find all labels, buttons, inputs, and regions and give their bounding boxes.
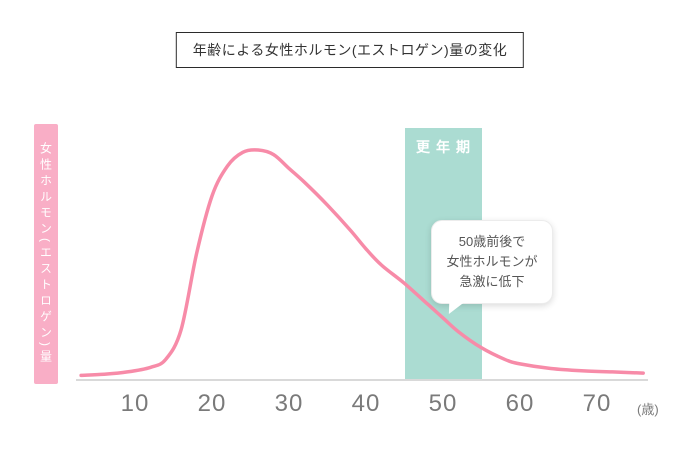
x-axis-line (76, 379, 648, 381)
x-axis-unit: (歳) (637, 402, 659, 417)
callout-line-3: 急激に低下 (459, 274, 525, 290)
x-tick-label: 60 (505, 390, 535, 417)
x-tick-label: 40 (351, 390, 381, 417)
y-axis-label: 女性ホルモン(エストロゲン)量 (34, 124, 58, 384)
x-tick-label: 30 (274, 390, 304, 417)
estrogen-curve-path (79, 148, 645, 378)
callout-line-2: 女性ホルモンが (446, 254, 538, 270)
callout-tail (446, 300, 465, 317)
x-tick-label: 10 (120, 390, 150, 417)
x-tick-label: 20 (197, 390, 227, 417)
callout-line-1: 50歳前後で (458, 234, 526, 249)
menopause-band-label: 更年期 (416, 139, 476, 155)
x-tick-label: 50 (428, 390, 458, 417)
callout-bubble: 50歳前後で 女性ホルモンが 急激に低下 (431, 220, 553, 317)
chart-title: 年齢による女性ホルモン(エストロゲン)量の変化 (175, 32, 525, 68)
x-tick-label: 70 (582, 390, 612, 417)
